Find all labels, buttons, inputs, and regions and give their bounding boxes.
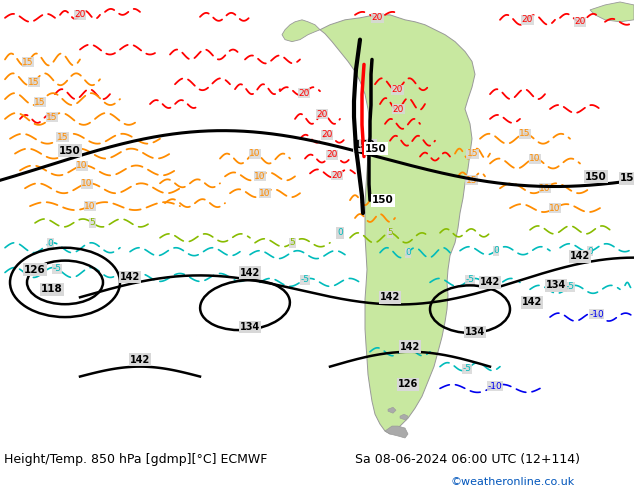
Text: 10: 10 bbox=[529, 154, 541, 163]
Text: 126: 126 bbox=[24, 265, 46, 274]
Text: -5: -5 bbox=[463, 364, 472, 373]
Polygon shape bbox=[388, 407, 396, 413]
Text: 10: 10 bbox=[549, 203, 560, 213]
Text: 20: 20 bbox=[299, 89, 310, 98]
Text: 0: 0 bbox=[405, 248, 411, 257]
Text: 10: 10 bbox=[249, 149, 261, 158]
Text: 15: 15 bbox=[466, 176, 477, 185]
Polygon shape bbox=[385, 426, 408, 438]
Text: 20: 20 bbox=[316, 110, 327, 119]
Text: -5: -5 bbox=[300, 275, 309, 284]
Text: 118: 118 bbox=[41, 284, 63, 294]
Text: 0: 0 bbox=[48, 239, 54, 247]
Text: 0: 0 bbox=[337, 228, 343, 237]
Text: 142: 142 bbox=[522, 297, 542, 307]
Text: 5: 5 bbox=[290, 238, 295, 247]
Text: 15: 15 bbox=[519, 129, 531, 138]
Text: -5: -5 bbox=[566, 282, 574, 291]
Text: 20: 20 bbox=[522, 15, 533, 24]
Text: 142: 142 bbox=[130, 355, 150, 365]
Text: 20: 20 bbox=[392, 105, 404, 114]
Text: 142: 142 bbox=[570, 251, 590, 261]
Text: 20: 20 bbox=[321, 130, 333, 140]
Text: 10: 10 bbox=[76, 161, 87, 170]
Text: -5: -5 bbox=[53, 264, 61, 273]
Text: 15: 15 bbox=[467, 149, 478, 158]
Text: -10: -10 bbox=[589, 310, 604, 319]
Text: 20: 20 bbox=[74, 10, 86, 19]
Text: 134: 134 bbox=[240, 322, 260, 332]
Text: Height/Temp. 850 hPa [gdmp][°C] ECMWF: Height/Temp. 850 hPa [gdmp][°C] ECMWF bbox=[4, 453, 268, 466]
Text: 142: 142 bbox=[400, 342, 420, 352]
Text: 158: 158 bbox=[620, 173, 634, 183]
Text: 5: 5 bbox=[387, 228, 393, 237]
Text: 20: 20 bbox=[392, 85, 403, 94]
Text: 15: 15 bbox=[46, 113, 58, 122]
Text: 10: 10 bbox=[84, 201, 96, 211]
Text: 150: 150 bbox=[365, 144, 387, 154]
Text: 150: 150 bbox=[372, 195, 394, 205]
Text: 20: 20 bbox=[327, 150, 338, 159]
Text: 0: 0 bbox=[587, 247, 593, 256]
Text: 10: 10 bbox=[540, 184, 551, 193]
Text: 20: 20 bbox=[372, 13, 383, 23]
Text: 150: 150 bbox=[354, 140, 376, 150]
Text: 15: 15 bbox=[22, 58, 34, 67]
Text: 126: 126 bbox=[398, 379, 418, 390]
Text: 0: 0 bbox=[493, 246, 499, 255]
Polygon shape bbox=[320, 15, 475, 434]
Text: 5: 5 bbox=[89, 219, 95, 227]
Text: -5: -5 bbox=[466, 275, 475, 284]
Polygon shape bbox=[400, 414, 408, 420]
Text: 150: 150 bbox=[59, 146, 81, 156]
Text: 134: 134 bbox=[546, 280, 566, 291]
Polygon shape bbox=[590, 2, 634, 22]
Text: 10: 10 bbox=[259, 189, 271, 197]
Text: 15: 15 bbox=[63, 147, 75, 157]
Polygon shape bbox=[282, 20, 320, 42]
Text: 150: 150 bbox=[585, 172, 607, 182]
Text: 10: 10 bbox=[81, 179, 93, 188]
Text: ©weatheronline.co.uk: ©weatheronline.co.uk bbox=[450, 477, 574, 487]
Text: 10: 10 bbox=[254, 172, 266, 181]
Text: 15: 15 bbox=[28, 78, 40, 87]
Text: 142: 142 bbox=[240, 268, 260, 278]
Text: 142: 142 bbox=[120, 272, 140, 282]
Text: 20: 20 bbox=[332, 171, 343, 180]
Text: 15: 15 bbox=[34, 98, 46, 107]
Text: 15: 15 bbox=[56, 133, 68, 142]
Text: -10: -10 bbox=[488, 382, 502, 391]
Text: 142: 142 bbox=[480, 277, 500, 287]
Text: 20: 20 bbox=[574, 17, 586, 26]
Text: 134: 134 bbox=[465, 327, 485, 337]
Text: 142: 142 bbox=[380, 293, 400, 302]
Text: Sa 08-06-2024 06:00 UTC (12+114): Sa 08-06-2024 06:00 UTC (12+114) bbox=[355, 453, 580, 466]
